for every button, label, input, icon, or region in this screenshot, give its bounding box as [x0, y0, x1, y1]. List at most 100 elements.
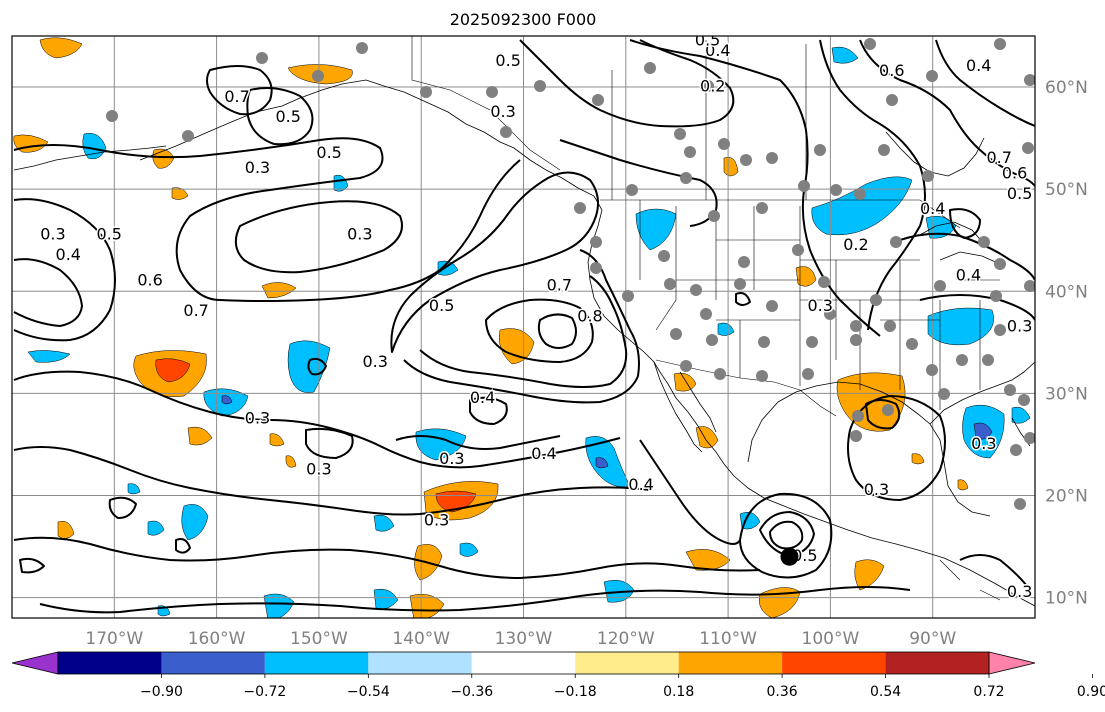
station-marker — [938, 388, 950, 400]
contour-label: 0.4 — [531, 444, 556, 463]
station-marker — [814, 144, 826, 156]
storm-center-marker — [780, 547, 799, 566]
station-marker — [878, 144, 890, 156]
contour-label: 0.5 — [96, 225, 121, 244]
contour-label: 0.5 — [316, 143, 341, 162]
station-marker — [882, 404, 894, 416]
contour-line — [847, 395, 946, 501]
station-marker — [718, 138, 730, 150]
colorbar-tick-label: 0.90 — [1077, 684, 1105, 700]
station-marker — [956, 354, 968, 366]
station-marker — [802, 368, 814, 380]
contour-label: 0.3 — [306, 459, 331, 478]
colorbar-swatch — [575, 652, 679, 674]
contour-label: 0.5 — [695, 31, 720, 50]
contour-label: 0.3 — [40, 225, 65, 244]
colorbar-outline — [57, 651, 990, 675]
contour-line — [234, 200, 403, 274]
shaded-region — [854, 559, 885, 591]
station-marker — [534, 80, 546, 92]
station-marker — [590, 236, 602, 248]
shaded-region — [155, 358, 191, 383]
border-alaska-canada — [411, 36, 561, 171]
station-marker — [852, 410, 864, 422]
station-marker — [356, 42, 368, 54]
contour-label: 0.5 — [792, 546, 817, 565]
contour-label: 0.4 — [470, 388, 495, 407]
contour-line — [629, 39, 881, 337]
contour-label: 0.2 — [843, 235, 868, 254]
contour-label: 0.4 — [920, 199, 945, 218]
station-marker — [824, 308, 836, 320]
station-marker — [680, 360, 692, 372]
shaded-region — [285, 455, 297, 468]
station-marker — [850, 320, 862, 332]
shaded-region — [187, 426, 213, 446]
contour-line — [13, 198, 116, 342]
station-marker — [886, 94, 898, 106]
contour-label: 0.4 — [705, 41, 730, 60]
lat-tick-label: 20°N — [1045, 486, 1088, 506]
contour-line — [305, 427, 354, 459]
lon-tick-label: 160°W — [188, 629, 246, 649]
contour-line — [759, 511, 815, 557]
station-marker — [994, 258, 1006, 270]
station-marker — [766, 152, 778, 164]
colorbar-swatch — [471, 652, 576, 674]
colorbar-swatch — [161, 652, 265, 674]
colorbar-tick-label: 0.54 — [870, 684, 901, 700]
contour-line — [469, 396, 508, 425]
colorbar-tick-label: −0.18 — [554, 684, 597, 700]
border-central-america — [939, 559, 1001, 601]
shaded-region — [831, 46, 859, 64]
lon-tick-label: 170°W — [85, 629, 143, 649]
colorbar-tick-label: −0.72 — [243, 684, 286, 700]
contour-line — [175, 538, 191, 554]
shaded-region — [973, 422, 993, 440]
shaded-region — [27, 350, 71, 363]
colorbar-swatch — [782, 652, 886, 674]
station-marker — [658, 250, 670, 262]
contour-label: 0.3 — [439, 449, 464, 468]
lat-tick-label: 40°N — [1045, 282, 1088, 302]
contour-line — [419, 275, 628, 388]
shaded-region — [635, 208, 677, 251]
shaded-region — [409, 594, 445, 618]
contour-label: 0.5 — [1007, 184, 1032, 203]
station-marker — [680, 172, 692, 184]
station-marker — [854, 188, 866, 200]
station-marker — [1018, 394, 1030, 406]
shaded-region — [673, 372, 697, 392]
contour-line — [39, 586, 911, 614]
contour-line — [639, 439, 741, 545]
coastline-baja — [653, 361, 717, 453]
contour-label: 0.4 — [56, 245, 81, 264]
contour-line — [949, 208, 981, 239]
contour-label: 0.7 — [224, 87, 249, 106]
station-marker — [700, 308, 712, 320]
colorbar — [11, 651, 1036, 675]
contour-line — [865, 399, 901, 430]
contour-line — [13, 446, 651, 516]
colorbar-swatch — [678, 652, 783, 674]
contour-line — [13, 258, 83, 327]
shaded-region — [221, 395, 233, 405]
station-marker — [906, 338, 918, 350]
station-marker — [708, 210, 720, 222]
station-marker — [664, 278, 676, 290]
lat-tick-label: 60°N — [1045, 78, 1088, 98]
shaded-region — [723, 157, 739, 177]
shaded-region — [39, 37, 83, 59]
shaded-region — [57, 521, 75, 539]
station-marker — [850, 430, 862, 442]
colorbar-tick-label: −0.36 — [450, 684, 493, 700]
coastline-hudson — [885, 131, 985, 177]
colorbar-extend-low — [11, 651, 59, 675]
border-canada-us — [600, 199, 961, 229]
shaded-region — [957, 479, 969, 491]
station-marker — [592, 94, 604, 106]
station-marker — [486, 86, 498, 98]
colorbar-swatch — [885, 652, 989, 674]
chart-title: 2025092300 F000 — [449, 10, 597, 29]
contour-label: 0.3 — [362, 352, 387, 371]
